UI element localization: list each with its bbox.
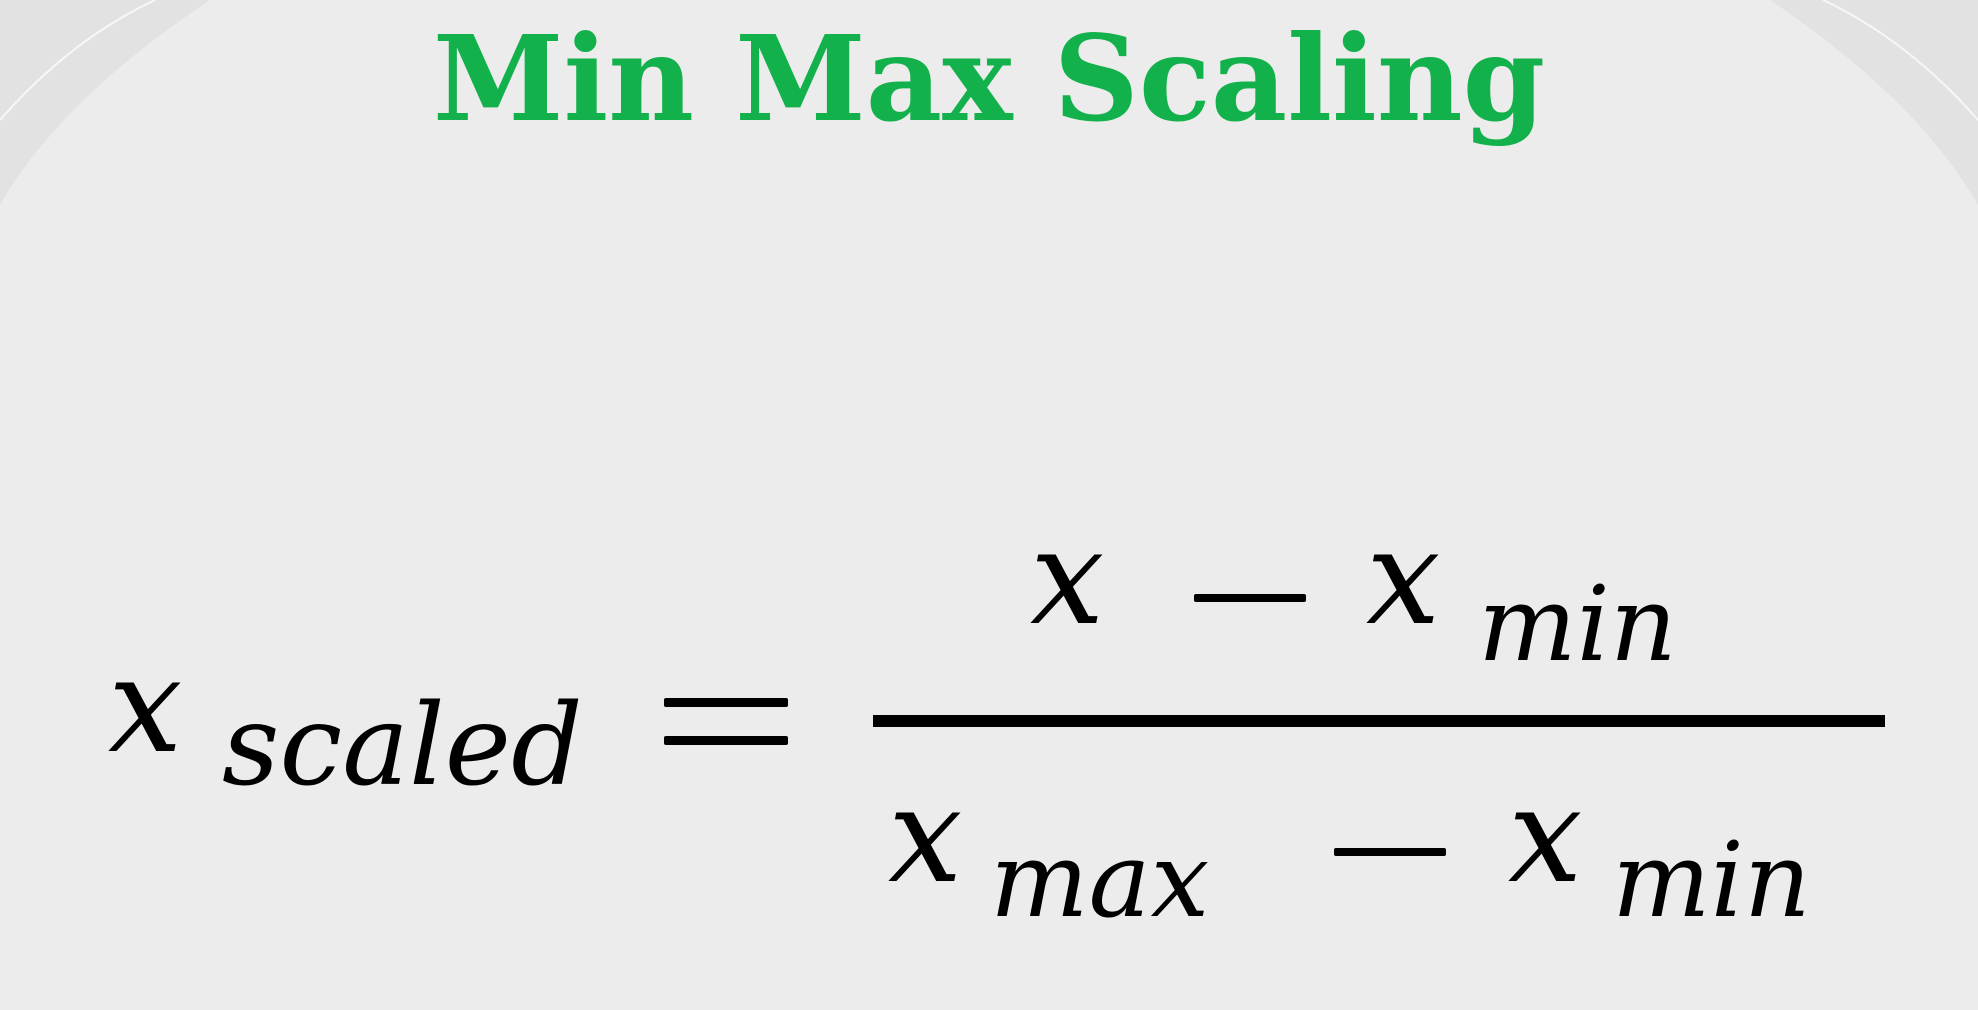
fraction-bar — [873, 715, 1885, 727]
denominator-min-variable: x — [1508, 759, 1583, 913]
denominator-max-subscript: max — [990, 819, 1210, 941]
lhs-subscript: scaled — [222, 681, 583, 811]
denominator-min-subscript: min — [1612, 819, 1811, 941]
numerator-min-variable: x — [1366, 501, 1441, 655]
numerator-minus-sign — [1194, 594, 1306, 602]
numerator-variable: x — [1030, 501, 1105, 655]
equals-upper-bar — [664, 698, 788, 707]
numerator-min-subscript: min — [1478, 563, 1677, 685]
equals-lower-bar — [664, 736, 788, 745]
page-title: Min Max Scaling — [432, 9, 1546, 148]
denominator-max-variable: x — [888, 759, 963, 913]
denominator-minus-sign — [1334, 848, 1446, 856]
lhs-variable: x — [108, 629, 183, 783]
